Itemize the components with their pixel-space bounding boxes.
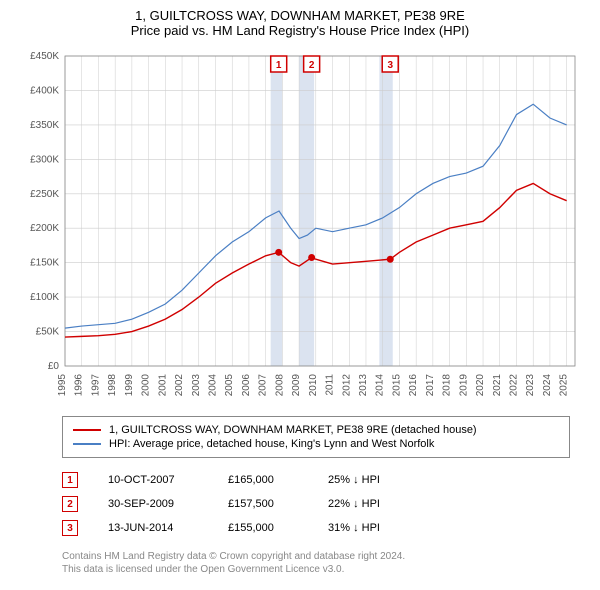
chart-svg: £0 £50K £100K £150K £200K £250K £300K £350K £400… [15,46,585,406]
svg-text:2014: 2014 [375,374,386,397]
svg-text:£0: £0 [48,361,60,372]
legend-swatch [73,429,101,431]
svg-text:£100K: £100K [30,292,59,303]
legend-swatch [73,443,101,445]
trans-date: 13-JUN-2014 [108,522,198,534]
table-row: 2 30-SEP-2009 £157,500 22% ↓ HPI [62,492,570,516]
svg-text:£50K: £50K [36,327,60,338]
svg-text:£400K: £400K [30,85,59,96]
table-row: 3 13-JUN-2014 £155,000 31% ↓ HPI [62,516,570,540]
trans-diff: 31% ↓ HPI [328,522,418,534]
svg-text:2024: 2024 [542,374,553,397]
svg-text:2017: 2017 [425,374,436,397]
svg-text:2000: 2000 [141,374,152,397]
svg-text:£200K: £200K [30,223,59,234]
trans-date: 30-SEP-2009 [108,498,198,510]
svg-text:2012: 2012 [341,374,352,397]
svg-text:2003: 2003 [191,374,202,397]
svg-text:1: 1 [276,60,282,71]
svg-text:1995: 1995 [57,374,68,397]
trans-date: 10-OCT-2007 [108,474,198,486]
svg-text:2008: 2008 [274,374,285,397]
svg-text:2007: 2007 [258,374,269,397]
svg-text:2001: 2001 [157,374,168,397]
legend-label: HPI: Average price, detached house, King… [109,438,434,450]
svg-text:2025: 2025 [559,374,570,397]
svg-text:1996: 1996 [74,374,85,397]
svg-text:2010: 2010 [308,374,319,397]
trans-diff: 22% ↓ HPI [328,498,418,510]
svg-text:2011: 2011 [325,374,336,396]
svg-text:1999: 1999 [124,374,135,397]
svg-text:£300K: £300K [30,154,59,165]
transactions-table: 1 10-OCT-2007 £165,000 25% ↓ HPI 2 30-SE… [62,468,570,540]
svg-text:2006: 2006 [241,374,252,397]
marker-badge: 2 [62,496,78,512]
svg-text:2018: 2018 [442,374,453,397]
svg-text:2009: 2009 [291,374,302,397]
attribution-line: Contains HM Land Registry data © Crown c… [62,550,570,563]
legend-item: HPI: Average price, detached house, King… [73,437,559,451]
table-row: 1 10-OCT-2007 £165,000 25% ↓ HPI [62,468,570,492]
legend-item: 1, GUILTCROSS WAY, DOWNHAM MARKET, PE38 … [73,423,559,437]
title-line2: Price paid vs. HM Land Registry's House … [12,23,588,38]
trans-price: £165,000 [228,474,298,486]
svg-text:£250K: £250K [30,189,59,200]
trans-price: £157,500 [228,498,298,510]
marker-badge: 3 [62,520,78,536]
svg-text:2022: 2022 [508,374,519,397]
svg-text:2005: 2005 [224,374,235,397]
svg-text:1997: 1997 [90,374,101,397]
svg-text:2020: 2020 [475,374,486,397]
svg-text:2: 2 [309,60,315,71]
attribution: Contains HM Land Registry data © Crown c… [62,550,570,576]
svg-text:2002: 2002 [174,374,185,397]
legend: 1, GUILTCROSS WAY, DOWNHAM MARKET, PE38 … [62,416,570,458]
trans-price: £155,000 [228,522,298,534]
svg-text:£350K: £350K [30,120,59,131]
svg-text:2019: 2019 [458,374,469,397]
trans-diff: 25% ↓ HPI [328,474,418,486]
svg-text:£450K: £450K [30,51,59,62]
marker-badge: 1 [62,472,78,488]
svg-text:2016: 2016 [408,374,419,397]
chart-title: 1, GUILTCROSS WAY, DOWNHAM MARKET, PE38 … [12,8,588,38]
svg-text:1998: 1998 [107,374,118,397]
attribution-line: This data is licensed under the Open Gov… [62,563,570,576]
svg-text:2023: 2023 [525,374,536,397]
svg-text:3: 3 [387,60,393,71]
svg-text:2021: 2021 [492,374,503,397]
svg-text:£150K: £150K [30,258,59,269]
svg-text:2013: 2013 [358,374,369,397]
title-line1: 1, GUILTCROSS WAY, DOWNHAM MARKET, PE38 … [12,8,588,23]
svg-text:2015: 2015 [391,374,402,397]
legend-label: 1, GUILTCROSS WAY, DOWNHAM MARKET, PE38 … [109,424,477,436]
svg-text:2004: 2004 [207,374,218,397]
chart: £0 £50K £100K £150K £200K £250K £300K £350K £400… [15,46,585,406]
